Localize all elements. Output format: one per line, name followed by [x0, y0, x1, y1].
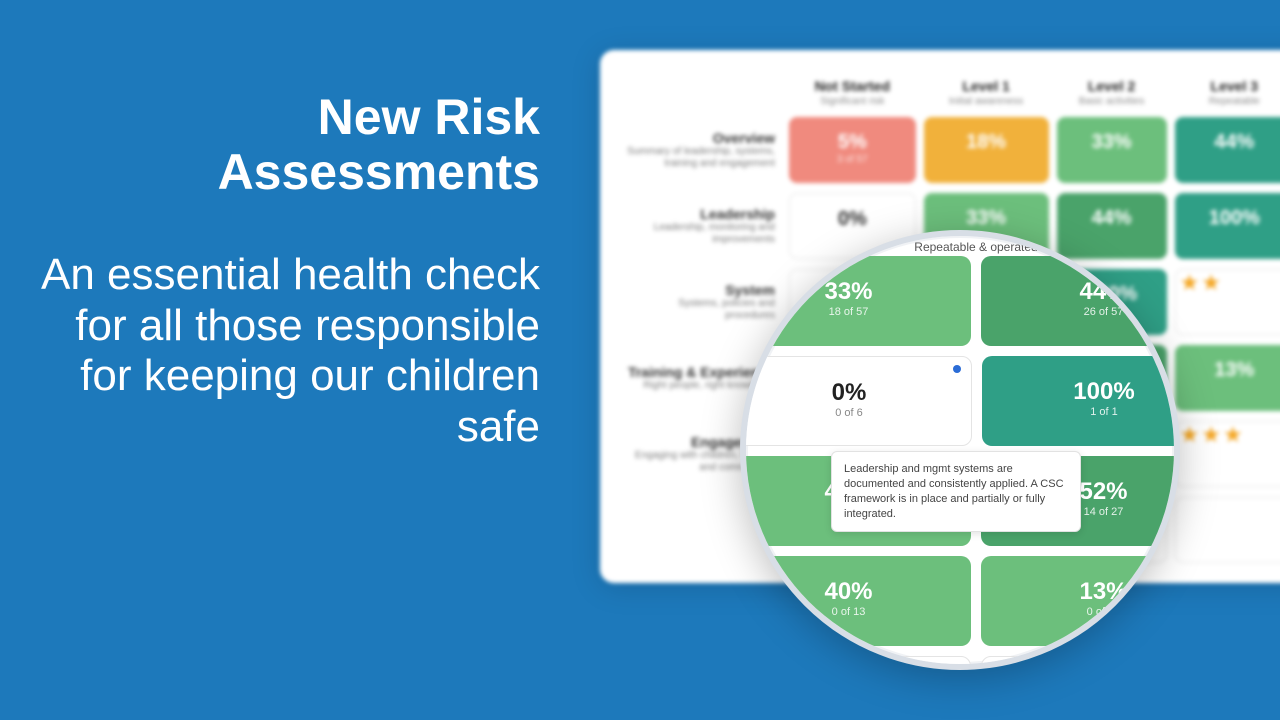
info-dot-icon — [953, 365, 961, 373]
magnifier-lens: Repeatable & operated 33%18 of 5744%26 o… — [740, 230, 1180, 670]
risk-tile[interactable] — [1175, 497, 1280, 563]
star-icon: ★★ — [1176, 270, 1280, 296]
star-icon: ★★★ — [1176, 422, 1280, 448]
risk-tile[interactable]: 18% — [924, 117, 1049, 183]
risk-tile[interactable]: 5%3 of 57 — [789, 117, 916, 183]
risk-tile[interactable]: 13% — [1175, 345, 1280, 411]
risk-tile[interactable]: 33% — [1057, 117, 1167, 183]
row-header: OverviewSummary of leadership, systems, … — [626, 117, 781, 183]
risk-tile[interactable]: ★★★ — [1175, 421, 1280, 487]
column-header: Not StartedSignificant risk — [789, 78, 916, 107]
hero-subhead: An essential health check for all those … — [40, 250, 540, 452]
lens-tile[interactable]: 33%18 of 57 — [740, 256, 971, 346]
lens-tile[interactable]: 44%26 of 57 — [981, 256, 1180, 346]
lens-tile[interactable]: 100%1 of 1 — [982, 356, 1180, 446]
lens-column-header: Repeatable & operated — [740, 236, 1180, 256]
risk-tile[interactable]: ★★ — [1175, 269, 1280, 335]
hero-headline: New Risk Assessments — [40, 90, 540, 200]
lens-tile[interactable]: 40%0 of 13 — [740, 556, 971, 646]
lens-tile[interactable]: 0%0 of 6 — [740, 356, 972, 446]
column-header: Level 2Basic activities — [1057, 78, 1167, 107]
info-dot-icon — [952, 665, 960, 670]
column-header: Level 1Initial awareness — [924, 78, 1049, 107]
tile-tooltip: Leadership and mgmt systems are document… — [831, 451, 1081, 532]
lens-tile[interactable]: 13%0 of 18 — [981, 556, 1180, 646]
risk-tile[interactable]: 44% — [1175, 117, 1280, 183]
risk-tile[interactable]: 100% — [1175, 193, 1280, 259]
column-header: Level 3Repeatable — [1175, 78, 1280, 107]
hero-copy: New Risk Assessments An essential health… — [40, 90, 540, 452]
